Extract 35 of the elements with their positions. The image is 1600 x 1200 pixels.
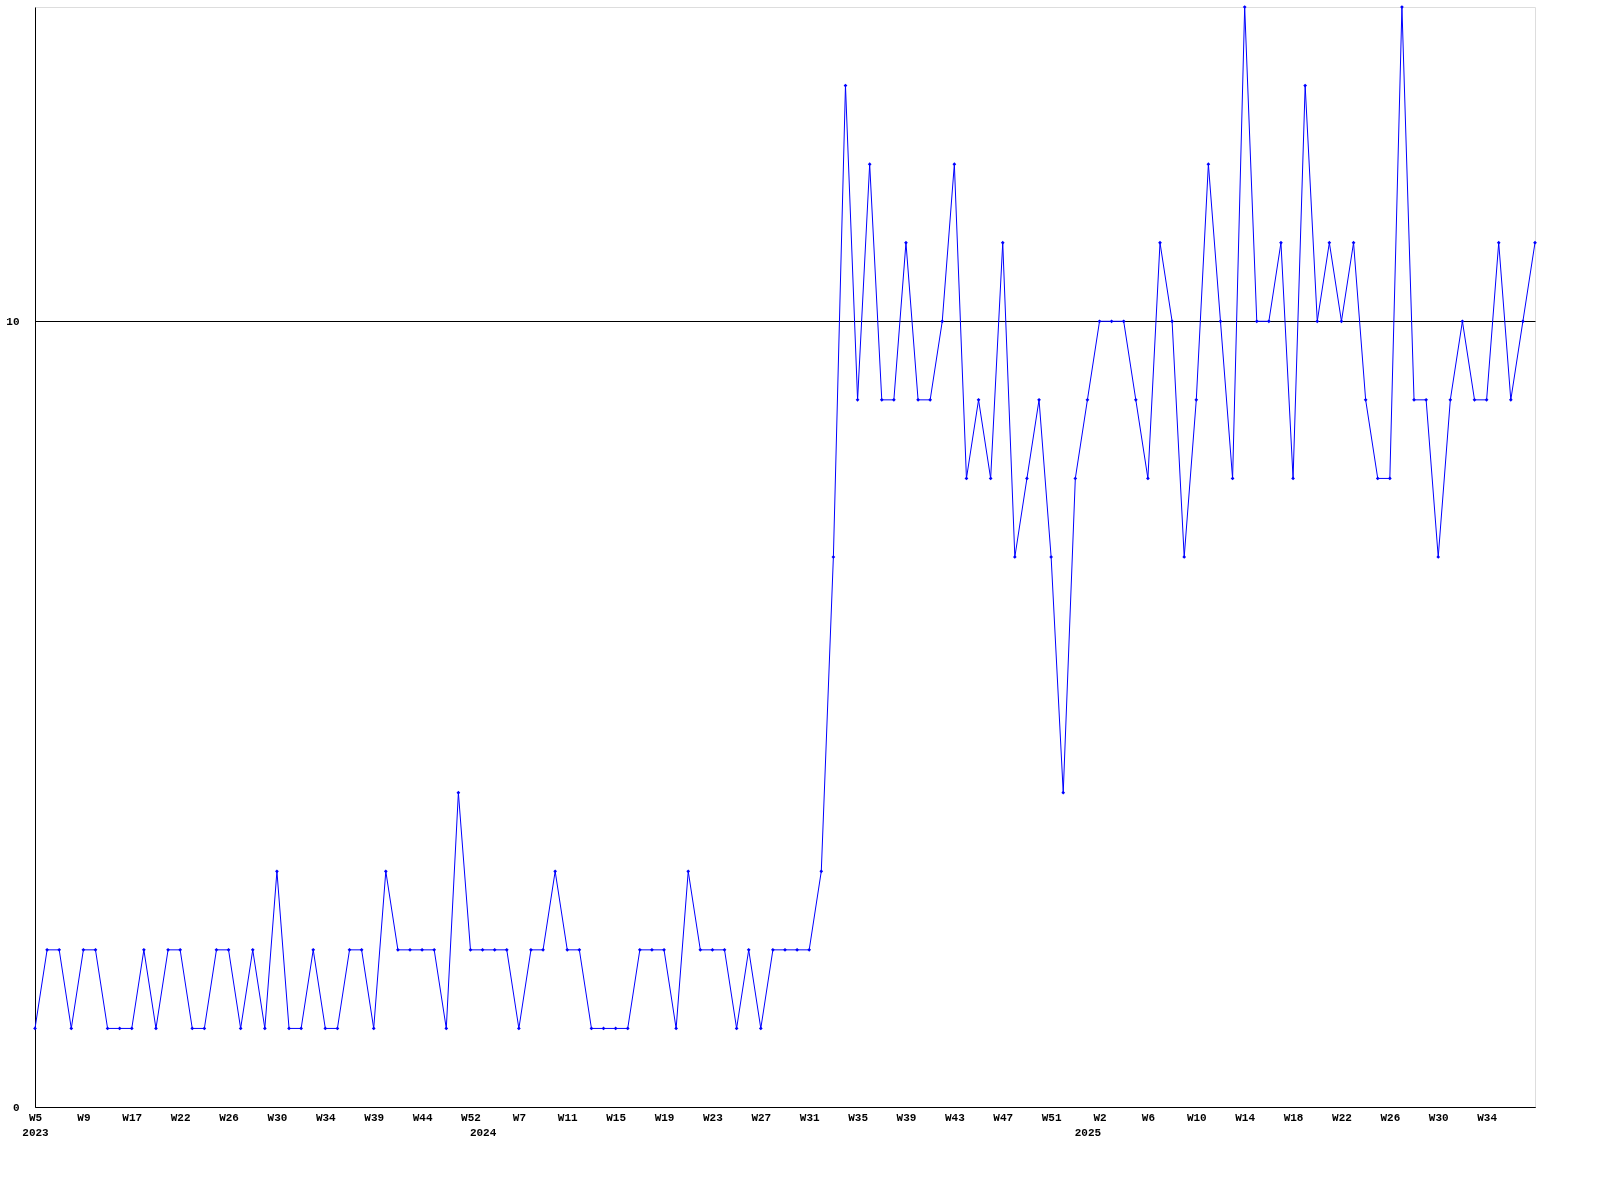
x-tick-label: W22 bbox=[1332, 1111, 1352, 1124]
x-tick-label: W9 bbox=[77, 1111, 91, 1124]
x-tick-label: W23 bbox=[703, 1111, 724, 1124]
x-tick-label: W30 bbox=[1428, 1111, 1449, 1124]
x-tick-label: 2024 bbox=[469, 1126, 497, 1139]
x-tick-label: W43 bbox=[944, 1111, 966, 1124]
x-tick-label: W34 bbox=[1477, 1111, 1498, 1124]
x-tick-label: W17 bbox=[122, 1111, 143, 1124]
x-tick-label: W39 bbox=[896, 1111, 917, 1124]
x-tick-label: W51 bbox=[1041, 1111, 1062, 1124]
x-tick-label: W18 bbox=[1283, 1111, 1304, 1124]
x-tick-label: W10 bbox=[1186, 1111, 1207, 1124]
x-tick-label: W35 bbox=[848, 1111, 869, 1124]
x-tick-label: W19 bbox=[654, 1111, 675, 1124]
x-tick-label: W22 bbox=[170, 1111, 191, 1124]
x-tick-label: W44 bbox=[412, 1111, 433, 1124]
x-tick-label: W14 bbox=[1235, 1111, 1256, 1124]
x-tick-label: W26 bbox=[1380, 1111, 1401, 1124]
x-tick-label: W6 bbox=[1141, 1111, 1155, 1124]
x-tick-label: W47 bbox=[993, 1111, 1014, 1124]
x-tick-label: W39 bbox=[364, 1111, 385, 1124]
x-tick-label: W15 bbox=[606, 1111, 627, 1124]
x-tick-label: W27 bbox=[751, 1111, 772, 1124]
x-tick-label: W2 bbox=[1093, 1111, 1107, 1124]
x-tick-label: 2025 bbox=[1074, 1126, 1102, 1139]
y-tick-label: 10 bbox=[6, 315, 20, 328]
x-tick-label: W30 bbox=[267, 1111, 288, 1124]
x-tick-label: W11 bbox=[557, 1111, 579, 1124]
x-tick-label: W34 bbox=[315, 1111, 337, 1124]
x-tick-label: W31 bbox=[799, 1111, 820, 1124]
x-tick-label: W5 2023 bbox=[22, 1111, 50, 1139]
x-tick-label: W7 bbox=[512, 1111, 526, 1124]
x-tick-label: W26 bbox=[219, 1111, 239, 1124]
x-tick-label: W52 bbox=[461, 1111, 481, 1124]
y-tick-label: 0 bbox=[12, 1101, 20, 1114]
